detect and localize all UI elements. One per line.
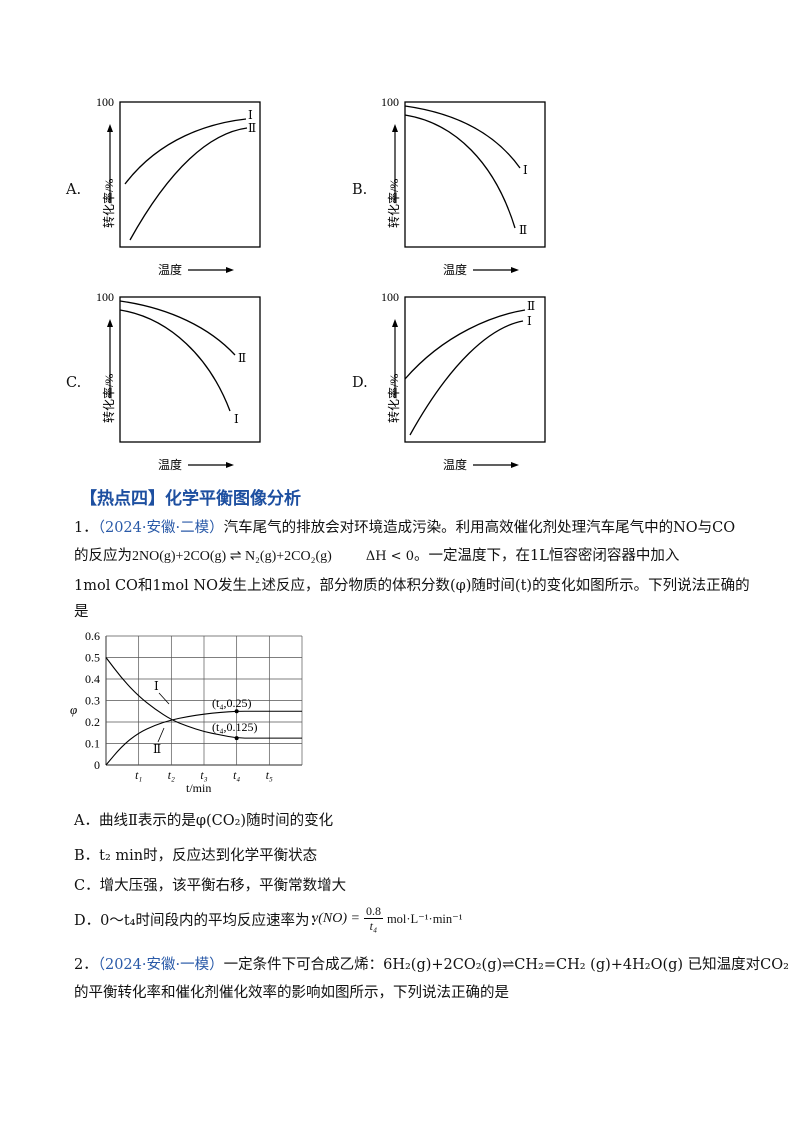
section-heading: 【热点四】化学平衡图像分析	[80, 489, 301, 509]
curve-ii	[404, 309, 526, 380]
annotation-0125: (t₄,0.125)	[212, 720, 258, 734]
annotation-025: (t₄,0.25)	[212, 696, 252, 710]
q1-option-a: A．曲线Ⅱ表示的是φ(CO₂)随时间的变化	[74, 813, 334, 829]
point-t4-0125	[234, 736, 239, 741]
option-graph-d: 100 转化率/% 温度 Ⅱ Ⅰ	[381, 290, 546, 472]
q1-source: （2024·安徽·二模）	[97, 520, 224, 536]
x-tick-label: t₃	[200, 770, 207, 782]
q1-option-c: C．增大压强，该平衡右移，平衡常数增大	[74, 878, 347, 894]
q1-line1: 1．（2024·安徽·二模）汽车尾气的排放会对环境造成污染。利用高效催化剂处理汽…	[74, 520, 736, 536]
curve-i	[409, 320, 524, 436]
q1-number: 1．	[74, 520, 98, 536]
svg-text:Ⅱ: Ⅱ	[519, 223, 527, 237]
curve-label-1: Ⅰ	[248, 108, 253, 122]
option-graph-b: 100 转化率/% 温度 Ⅰ Ⅱ	[381, 95, 546, 277]
option-letter-d: D.	[352, 375, 368, 391]
option-graph-c: 100 转化率/% 温度 Ⅱ Ⅰ	[96, 290, 261, 472]
svg-text:转化率/%: 转化率/%	[386, 374, 401, 423]
y-tick-label: 0.1	[85, 737, 100, 751]
q2-line1: 2．（2024·安徽·一模）一定条件下可合成乙烯：6H₂(g)+2CO₂(g)⇌…	[74, 957, 789, 973]
svg-text:Ⅱ: Ⅱ	[527, 299, 535, 313]
y-top-label: 100	[96, 95, 114, 109]
svg-text:温度: 温度	[443, 262, 467, 277]
curve-i	[124, 118, 247, 185]
option-letter-c: C.	[66, 375, 82, 391]
curve-ii	[129, 127, 248, 241]
curve-label-2: Ⅱ	[248, 121, 256, 135]
reaction-equation: 2NO(g)+2CO(g) ⇌ N₂(g)+2CO₂(g)	[132, 549, 332, 564]
q2-source: （2024·安徽·一模）	[97, 957, 224, 973]
curve-i	[119, 309, 231, 412]
svg-text:100: 100	[96, 290, 114, 304]
y-tick-label: 0.3	[85, 694, 100, 708]
svg-text:Ⅰ: Ⅰ	[523, 163, 528, 177]
y-axis-label: φ	[70, 702, 77, 717]
q2-number: 2．	[74, 957, 98, 973]
rate-unit: mol·L⁻¹·min⁻¹	[386, 911, 463, 926]
point-t4-025	[234, 709, 239, 714]
series-i-line	[105, 657, 302, 739]
q1-line4: 是	[74, 604, 89, 620]
curve-ii	[404, 114, 516, 229]
y-tick-label: 0.2	[85, 715, 100, 729]
x-tick-label: t₄	[233, 770, 240, 782]
x-axis-label: 温度	[158, 262, 182, 277]
option-letter-b: B.	[352, 182, 368, 198]
option-graph-a: 100 转化率/% 温度 Ⅰ Ⅱ	[96, 95, 261, 277]
svg-text:转化率/%: 转化率/%	[386, 179, 401, 228]
option-letter-a: A.	[66, 182, 82, 198]
y-tick-label: 0.6	[85, 629, 100, 643]
svg-text:温度: 温度	[443, 457, 467, 472]
x-tick-label: t₁	[135, 770, 142, 782]
svg-text:转化率/%: 转化率/%	[101, 374, 116, 423]
q2-line2: 的平衡转化率和催化剂催化效率的影响如图所示，下列说法正确的是	[74, 985, 509, 1001]
svg-text:温度: 温度	[158, 457, 182, 472]
svg-text:Ⅱ: Ⅱ	[238, 351, 246, 365]
x-tick-label: t₂	[168, 770, 175, 782]
svg-text:Ⅰ: Ⅰ	[527, 314, 532, 328]
x-axis-label: t/min	[186, 781, 211, 795]
series-ii-line	[105, 710, 302, 766]
curve-ii	[119, 300, 236, 356]
y-tick-label: 0.4	[85, 672, 100, 686]
svg-text:Ⅰ: Ⅰ	[234, 412, 239, 426]
svg-text:100: 100	[381, 95, 399, 109]
q1-line3: 1mol CO和1mol NO发生上述反应，部分物质的体积分数(φ)随时间(t)…	[74, 578, 750, 594]
q1-option-d: D．0～t₄时间段内的平均反应速率为：	[74, 913, 324, 929]
series-i-label: Ⅰ	[154, 679, 159, 693]
y-axis-label: 转化率/%	[101, 179, 116, 228]
enthalpy: ΔH < 0	[365, 549, 414, 564]
q1-chart: 0 0.1 0.2 0.3 0.4 0.5 0.6 t₁ t₂ t₃ t₄ t₅ φ t/min Ⅰ…	[70, 629, 303, 795]
series-ii-label: Ⅱ	[153, 742, 161, 756]
fraction-denominator: t₄	[369, 919, 378, 933]
q1-option-b: B．t₂ min时，反应达到化学平衡状态	[74, 848, 318, 864]
x-tick-label: t₅	[266, 770, 273, 782]
rate-formula: v(NO) = 0.8 t₄ mol·L⁻¹·min⁻¹	[312, 904, 463, 933]
q1-line2: 的反应为2NO(g)+2CO(g) ⇌ N₂(g)+2CO₂(g) ΔH < 0。…	[74, 548, 680, 564]
fraction-numerator: 0.8	[363, 904, 383, 919]
svg-text:100: 100	[381, 290, 399, 304]
y-tick-label: 0	[94, 758, 100, 772]
curve-i	[404, 105, 521, 169]
y-tick-label: 0.5	[85, 651, 100, 665]
